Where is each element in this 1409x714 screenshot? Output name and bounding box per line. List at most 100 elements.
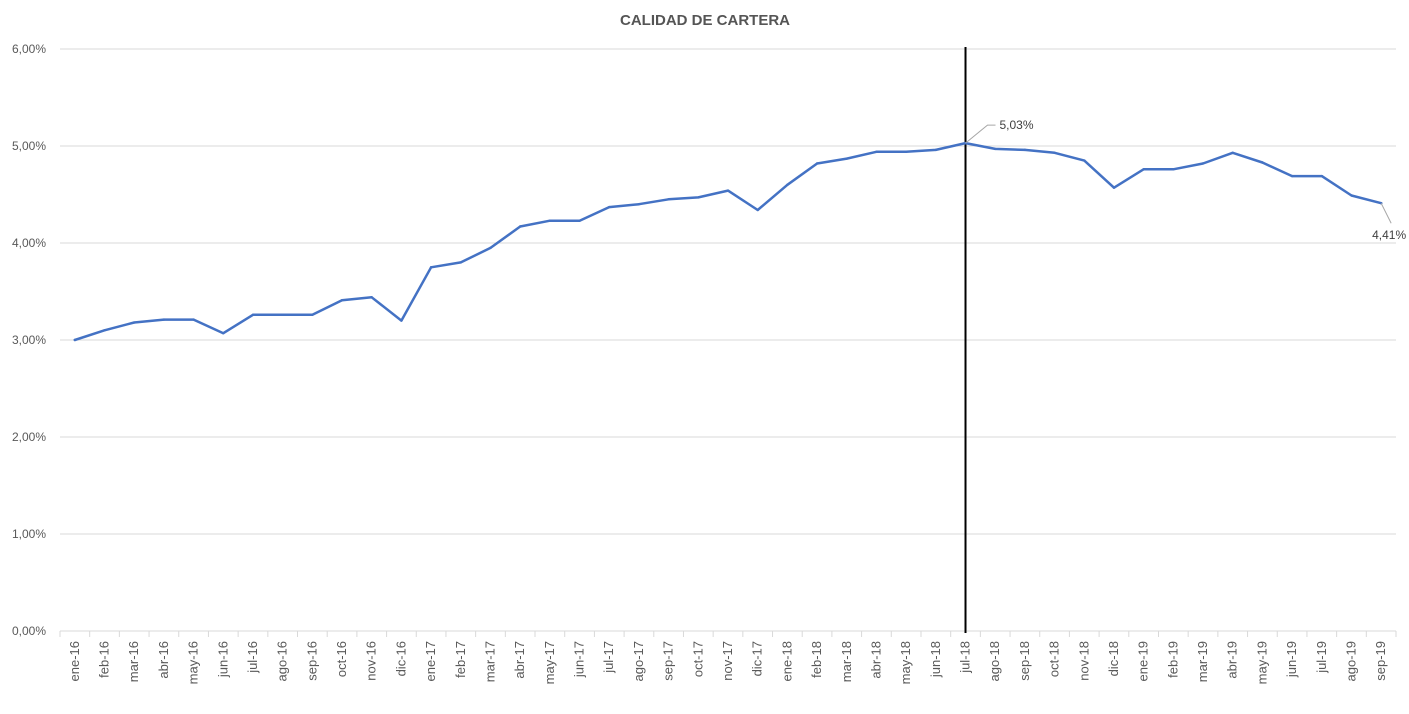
x-tick-label: nov-17 [720,641,735,681]
x-tick-label: may-18 [898,641,913,684]
data-point [548,219,552,222]
x-tick-label: mar-17 [482,641,497,682]
x-tick-label: ene-19 [1136,641,1151,681]
x-tick-label: ago-16 [275,641,290,681]
data-point [1053,151,1056,154]
x-tick-label: ago-17 [631,641,646,681]
data-point [400,319,403,322]
data-point [1290,174,1294,178]
x-tick-label: jun-18 [928,641,943,678]
x-tick-label: ago-18 [987,641,1002,681]
series-layer [73,141,1383,342]
data-point [1142,168,1145,171]
data-labels: 5,03% 4,41% [965,118,1406,242]
data-label-leader [965,124,996,144]
x-tick-label: oct-16 [334,641,349,677]
x-tick-label: dic-17 [750,641,765,676]
data-point [1201,162,1205,165]
x-tick-label: jul-16 [245,641,260,674]
data-point [1350,194,1353,197]
data-point [726,189,730,192]
data-point [667,198,670,201]
x-tick-label: nov-18 [1076,641,1091,681]
x-tick-label: feb-18 [809,641,824,678]
x-tick-label: jun-19 [1284,641,1299,678]
data-point [875,150,878,154]
data-point [162,318,166,321]
x-tick-label: may-17 [542,641,557,684]
data-point [459,261,462,264]
chart-title: CALIDAD DE CARTERA [620,12,790,29]
data-point [994,147,997,151]
data-point [1112,186,1116,189]
x-tick-label: ene-17 [423,641,438,681]
data-point [1261,161,1264,164]
data-point [904,150,908,154]
x-tick-label: may-19 [1254,641,1269,684]
data-point [786,183,789,186]
data-point [518,225,522,228]
y-tick-label: 5,00% [12,139,46,153]
data-point [815,162,819,165]
x-tick-label: ene-18 [779,641,794,681]
x-tick-label: nov-16 [364,641,379,681]
x-tick-label: oct-18 [1047,641,1062,677]
data-point [1083,159,1086,162]
data-point [1172,168,1175,171]
y-tick-label: 4,00% [12,236,46,250]
x-tick-label: dic-16 [393,641,408,676]
y-tick-label: 3,00% [12,333,46,347]
x-tick-label: may-16 [186,641,201,684]
x-tick-label: sep-19 [1373,641,1388,681]
x-tick-label: sep-16 [304,641,319,681]
data-point [934,148,938,152]
y-tick-label: 0,00% [12,624,46,638]
y-tick-label: 1,00% [12,527,46,541]
x-tick-label: feb-17 [453,641,468,678]
x-tick-label: sep-18 [1017,641,1032,681]
data-point [1320,174,1323,178]
x-tick-label: abr-17 [512,641,527,679]
x-tick-label: jul-17 [601,641,616,674]
data-point [192,318,195,321]
data-point [281,313,284,316]
y-axis: 0,00% 1,00% 2,00% 3,00% 4,00% 5,00% 6,00% [12,42,46,638]
x-tick-label: abr-16 [156,641,171,679]
data-point [311,313,314,316]
x-tick-label: jul-19 [1314,641,1329,674]
data-label-leader [1380,203,1392,224]
data-label: 5,03% [1000,118,1034,132]
x-tick-label: jul-18 [958,641,973,674]
x-tick-label: feb-16 [97,641,112,678]
gridlines [60,48,1396,632]
x-tick-label: jun-17 [572,641,587,678]
x-tick-label: abr-18 [868,641,883,679]
x-axis: ene-16 feb-16 mar-16 abr-16 may-16 jun-16 jul-… [59,631,1397,684]
x-tick-label: ene-16 [67,641,82,681]
data-point [103,329,106,332]
x-tick-label: mar-16 [126,641,141,682]
data-point [222,332,225,335]
data-point [340,299,344,302]
data-point [608,205,611,209]
data-point [756,208,759,212]
x-tick-label: abr-19 [1225,641,1240,679]
data-point [370,296,373,299]
y-tick-label: 6,00% [12,42,46,56]
x-tick-label: jun-16 [215,641,230,678]
data-point [1231,151,1234,154]
x-tick-label: dic-18 [1106,641,1121,676]
data-point [251,313,255,316]
x-tick-label: feb-19 [1165,641,1180,678]
data-point [845,157,848,160]
series-line-0 [73,141,1383,342]
x-tick-label: mar-19 [1195,641,1210,682]
data-point [578,219,581,222]
data-point [489,246,492,250]
data-label: 4,41% [1372,228,1406,242]
data-point [73,338,77,342]
data-point [637,203,641,206]
data-point [133,321,136,324]
